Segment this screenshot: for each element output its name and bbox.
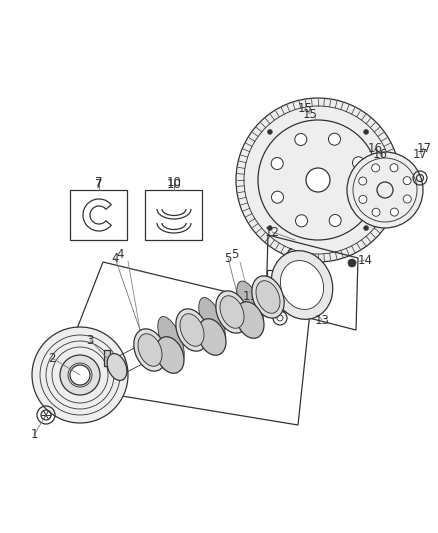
Ellipse shape — [237, 281, 263, 328]
Ellipse shape — [280, 261, 324, 310]
Circle shape — [390, 164, 398, 172]
Text: 1: 1 — [30, 429, 38, 441]
Text: 4: 4 — [116, 248, 124, 262]
Ellipse shape — [252, 276, 284, 318]
Circle shape — [403, 195, 411, 203]
Circle shape — [347, 152, 423, 228]
Circle shape — [273, 311, 287, 325]
Ellipse shape — [134, 329, 166, 371]
Circle shape — [359, 196, 367, 204]
Circle shape — [328, 133, 340, 145]
Ellipse shape — [271, 251, 333, 319]
Text: 16: 16 — [372, 148, 388, 160]
Ellipse shape — [220, 296, 244, 328]
Circle shape — [353, 190, 365, 203]
Circle shape — [272, 191, 283, 203]
Ellipse shape — [198, 319, 226, 356]
Text: 2: 2 — [48, 351, 56, 365]
Circle shape — [60, 355, 100, 395]
Circle shape — [359, 177, 367, 185]
Ellipse shape — [216, 291, 248, 333]
Circle shape — [32, 327, 128, 423]
Circle shape — [296, 215, 307, 227]
Ellipse shape — [158, 317, 184, 364]
Circle shape — [390, 208, 399, 216]
Text: 11: 11 — [243, 289, 258, 303]
Circle shape — [329, 214, 341, 227]
Text: 10: 10 — [166, 175, 181, 189]
Ellipse shape — [199, 297, 225, 344]
Circle shape — [236, 98, 400, 262]
Circle shape — [268, 130, 272, 134]
Text: 14: 14 — [357, 254, 372, 266]
Text: 7: 7 — [95, 175, 103, 189]
Circle shape — [70, 365, 90, 385]
Text: 17: 17 — [417, 141, 431, 155]
Text: 12: 12 — [265, 225, 279, 238]
Text: 10: 10 — [166, 177, 181, 190]
Text: 17: 17 — [413, 148, 427, 160]
Text: 15: 15 — [297, 101, 312, 115]
Circle shape — [353, 157, 364, 169]
Circle shape — [277, 315, 283, 321]
Circle shape — [403, 176, 411, 184]
Text: 16: 16 — [367, 141, 382, 155]
Bar — [70, 190, 127, 240]
Text: 6: 6 — [291, 284, 299, 296]
Text: 15: 15 — [303, 108, 318, 120]
Circle shape — [295, 133, 307, 146]
Circle shape — [364, 225, 369, 231]
Circle shape — [371, 164, 380, 172]
Text: 7: 7 — [95, 177, 103, 190]
Ellipse shape — [256, 281, 280, 313]
Ellipse shape — [236, 302, 264, 338]
Circle shape — [271, 158, 283, 169]
Polygon shape — [104, 350, 110, 366]
Ellipse shape — [180, 314, 204, 346]
Text: 5: 5 — [224, 252, 232, 264]
Ellipse shape — [107, 353, 127, 381]
Circle shape — [258, 301, 272, 315]
Ellipse shape — [138, 334, 162, 366]
Text: 6: 6 — [291, 288, 299, 302]
Circle shape — [306, 168, 330, 192]
Ellipse shape — [156, 337, 184, 373]
Circle shape — [372, 208, 380, 216]
Circle shape — [348, 259, 356, 267]
Bar — [145, 190, 202, 240]
Text: 5: 5 — [231, 248, 239, 262]
Ellipse shape — [176, 309, 208, 351]
Text: 13: 13 — [314, 313, 329, 327]
Text: 3: 3 — [86, 334, 94, 346]
Circle shape — [268, 225, 272, 231]
Text: 4: 4 — [111, 252, 119, 264]
Circle shape — [364, 130, 369, 134]
